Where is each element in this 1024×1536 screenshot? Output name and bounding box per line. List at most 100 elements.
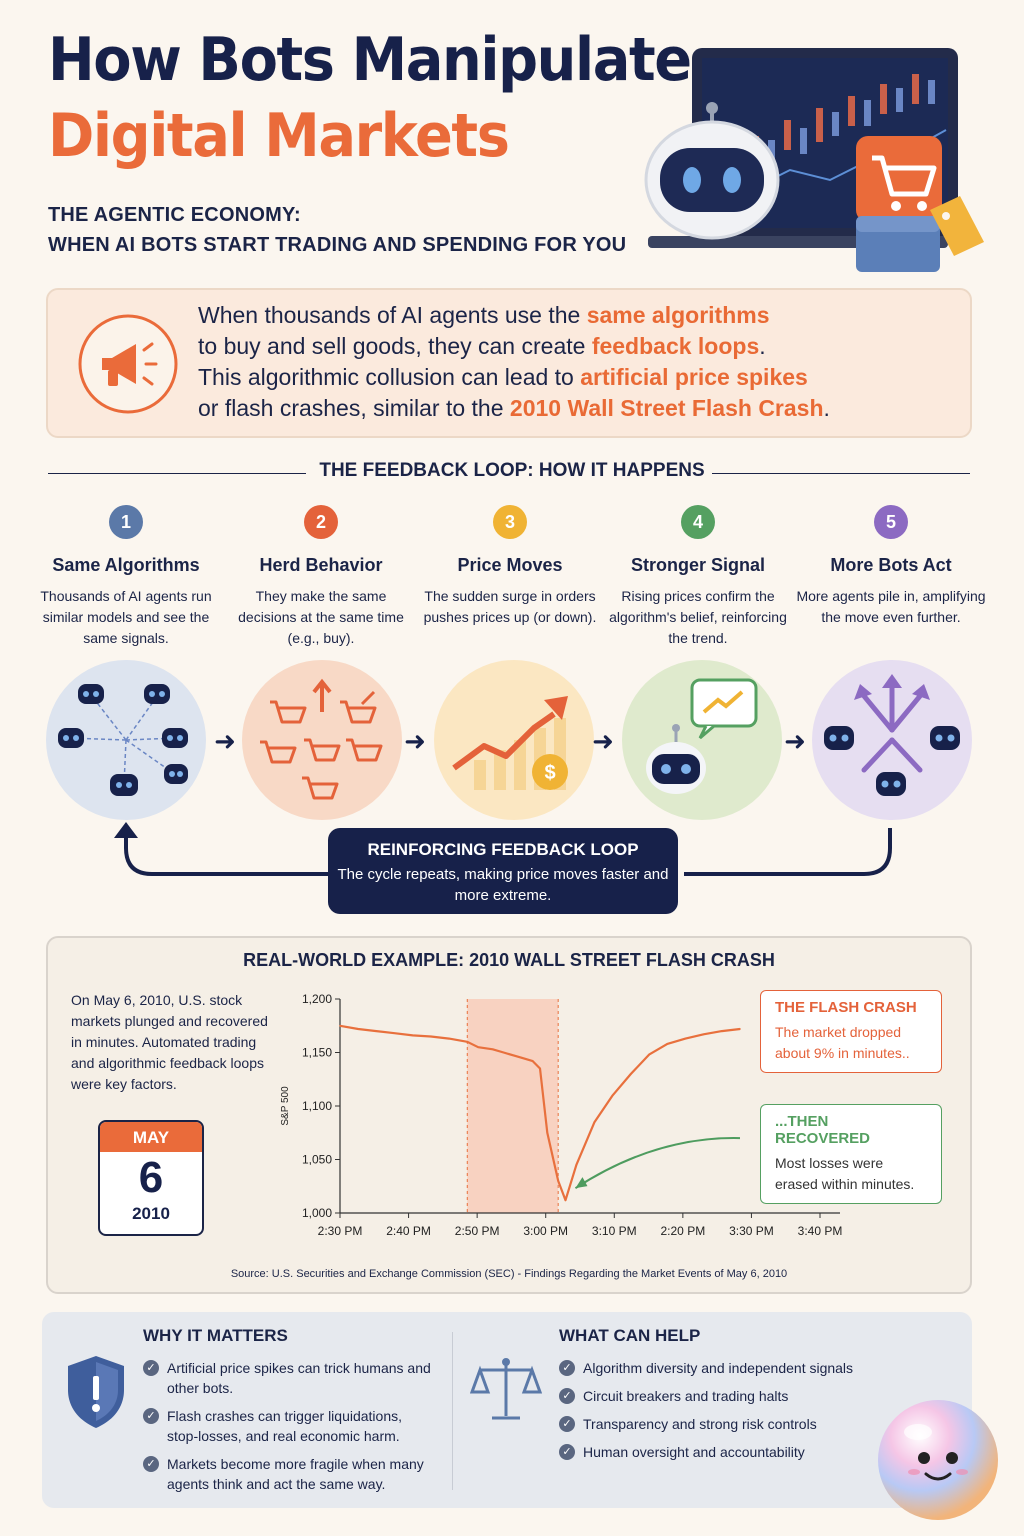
data-point (546, 1131, 549, 1134)
data-point (411, 1034, 414, 1037)
data-point (666, 1043, 669, 1045)
shopping-cart-icon (856, 136, 942, 222)
calendar-month: MAY (100, 1122, 202, 1152)
step-number: 4 (681, 505, 715, 539)
title-line-1: How Bots Manipulate (48, 25, 692, 95)
x-tick-label: 3:00 PM (523, 1224, 568, 1238)
step-3: 3 Price Moves The sudden surge in orders… (415, 505, 605, 628)
shield-icon (68, 1356, 124, 1428)
dollar-icon: $ (544, 762, 555, 784)
x-tick-label: 3:40 PM (798, 1224, 843, 1238)
list-item: ✓ Artificial price spikes can trick human… (143, 1358, 433, 1398)
step-title: Same Algorithms (52, 555, 200, 575)
title-line-2: Digital Markets (48, 101, 510, 171)
step-5: 5 More Bots Act More agents pile in, amp… (796, 505, 986, 628)
y-axis-label: S&P 500 (280, 1086, 291, 1126)
callout-recover-desc: Most losses were erased within minutes. (775, 1155, 915, 1192)
data-point (521, 1057, 523, 1059)
list-item: ✓ Human oversight and accountability (559, 1442, 879, 1462)
feedback-loop-heading: THE FEEDBACK LOOP: HOW IT HAPPENS (319, 460, 705, 481)
list-item: ✓ Transparency and strong risk controls (559, 1414, 879, 1434)
calendar-year: 2010 (132, 1204, 170, 1223)
check-icon: ✓ (559, 1416, 575, 1432)
step-1: 1 Same Algorithms Thousands of AI agents… (31, 505, 221, 649)
list-item: ✓ Circuit breakers and trading halts (559, 1386, 879, 1406)
x-tick-label: 2:50 PM (455, 1224, 500, 1238)
step-description: They make the same decisions at the same… (238, 588, 404, 646)
check-icon: ✓ (143, 1456, 159, 1472)
data-point (477, 1046, 479, 1048)
x-tick-label: 2:30 PM (318, 1224, 363, 1238)
list-item: ✓ Markets become more fragile when many a… (143, 1454, 433, 1494)
step-title: Stronger Signal (630, 555, 765, 575)
arrow-right-icon: ➜ (214, 726, 236, 756)
x-tick-label: 2:40 PM (386, 1224, 431, 1238)
check-icon: ✓ (143, 1360, 159, 1376)
data-point (357, 1028, 359, 1030)
reinforcing-loop-box: REINFORCING FEEDBACK LOOP The cycle repe… (328, 828, 678, 914)
data-point (564, 1199, 567, 1201)
check-icon: ✓ (559, 1388, 575, 1404)
package-box-icon (856, 216, 940, 272)
data-point (375, 1030, 378, 1032)
step-title: More Bots Act (830, 555, 952, 575)
data-point (575, 1164, 578, 1166)
step-description: The sudden surge in orders pushes prices… (423, 588, 597, 625)
subtitle-line-2: WHEN AI BOTS START TRADING AND SPENDING … (48, 234, 627, 256)
crash-highlight (467, 999, 559, 1213)
calendar-icon: MAY 6 2010 (98, 1120, 204, 1236)
arrow-right-icon: ➜ (404, 726, 426, 756)
arrow-right-icon: ➜ (784, 726, 806, 756)
reinforcing-loop-description: The cycle repeats, making price moves fa… (337, 866, 669, 904)
step-number: 3 (493, 505, 527, 539)
data-point (466, 1041, 469, 1043)
recovered-callout: ...THEN RECOVERED Most losses were erase… (760, 1104, 942, 1204)
y-tick-label: 1,100 (302, 1099, 332, 1113)
step-number: 5 (874, 505, 908, 539)
flash-crash-callout: THE FLASH CRASH The market dropped about… (760, 990, 942, 1073)
arrow-right-icon: ➜ (592, 726, 614, 756)
column-divider (452, 1332, 453, 1490)
step-title: Herd Behavior (259, 555, 383, 575)
data-point (539, 1067, 541, 1070)
data-point (430, 1035, 432, 1038)
data-point (611, 1094, 614, 1097)
flash-crash-heading: REAL-WORLD EXAMPLE: 2010 WALL STREET FLA… (243, 950, 775, 970)
why-list: ✓ Artificial price spikes can trick human… (143, 1358, 433, 1494)
scales-icon (470, 1358, 542, 1420)
price-up-icon: $ (434, 660, 594, 820)
price-line (339, 1024, 741, 1202)
y-tick-label: 1,050 (302, 1153, 332, 1167)
step-number: 2 (304, 505, 338, 539)
callout-crash-title: THE FLASH CRASH (775, 999, 917, 1016)
list-item: ✓ Flash crashes can trigger liquidations,… (143, 1406, 433, 1446)
step-description: Rising prices confirm the algorithm's be… (609, 588, 787, 646)
data-point (739, 1028, 741, 1030)
recover-arrowhead (575, 1177, 588, 1189)
y-tick-label: 1,200 (302, 992, 332, 1006)
check-icon: ✓ (559, 1444, 575, 1460)
recover-arrow (574, 1137, 741, 1189)
callout-recover-title: ...THEN RECOVERED (775, 1113, 871, 1147)
x-tick-label: 3:30 PM (729, 1224, 774, 1238)
data-point (339, 1024, 341, 1027)
callout-crash-desc: The market dropped about 9% in minutes.. (775, 1024, 910, 1061)
data-point (702, 1033, 705, 1036)
smiley-bubble-icon (878, 1400, 998, 1520)
step-2: 2 Herd Behavior They make the same decis… (226, 505, 416, 649)
data-point (630, 1073, 632, 1075)
data-point (448, 1037, 450, 1040)
step-4: 4 Stronger Signal Rising prices confirm … (603, 505, 793, 649)
step-description: More agents pile in, amplifying the move… (796, 588, 986, 625)
loop-back-arrow (114, 822, 892, 876)
data-point (491, 1048, 494, 1051)
check-icon: ✓ (143, 1408, 159, 1424)
more-bots-icon (812, 660, 972, 820)
data-point (648, 1053, 650, 1056)
intro-text: When thousands of AI agents use the same… (198, 302, 830, 421)
step-number: 1 (109, 505, 143, 539)
y-tick-label: 1,150 (302, 1046, 332, 1060)
laptop-robot-illustration (644, 48, 984, 272)
divider-right (712, 473, 970, 474)
data-point (557, 1180, 559, 1182)
